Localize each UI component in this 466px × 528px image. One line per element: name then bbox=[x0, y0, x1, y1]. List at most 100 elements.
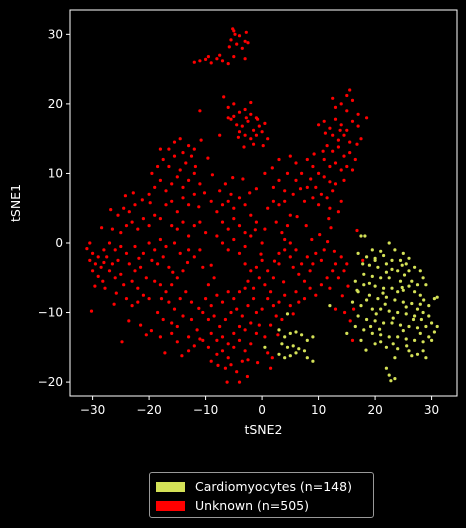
point-unknown bbox=[240, 359, 244, 363]
point-unknown bbox=[322, 175, 326, 179]
point-unknown bbox=[325, 276, 329, 280]
point-unknown bbox=[333, 182, 338, 186]
points-layer bbox=[85, 27, 439, 384]
point-cardiomyocytes bbox=[384, 295, 388, 299]
point-unknown bbox=[110, 262, 114, 266]
point-unknown bbox=[136, 227, 140, 231]
point-unknown bbox=[263, 121, 267, 125]
point-unknown bbox=[331, 149, 335, 153]
point-cardiomyocytes bbox=[345, 331, 349, 335]
legend-label-unknown: Unknown (n=505) bbox=[195, 498, 310, 513]
point-cardiomyocytes bbox=[283, 335, 287, 339]
x-tick-label: −20 bbox=[136, 403, 161, 417]
point-cardiomyocytes bbox=[398, 323, 403, 327]
point-unknown bbox=[120, 340, 124, 344]
point-cardiomyocytes bbox=[363, 234, 367, 238]
point-unknown bbox=[226, 248, 230, 252]
point-unknown bbox=[256, 361, 260, 365]
point-cardiomyocytes bbox=[300, 333, 304, 337]
point-unknown bbox=[130, 304, 134, 308]
point-unknown bbox=[130, 279, 134, 283]
point-unknown bbox=[277, 251, 281, 255]
point-cardiomyocytes bbox=[421, 340, 425, 344]
point-unknown bbox=[294, 248, 298, 252]
point-unknown bbox=[291, 192, 295, 196]
point-unknown bbox=[283, 199, 287, 203]
point-unknown bbox=[254, 310, 258, 315]
point-cardiomyocytes bbox=[421, 310, 425, 315]
point-unknown bbox=[171, 270, 175, 274]
point-unknown bbox=[298, 187, 303, 191]
point-cardiomyocytes bbox=[305, 338, 309, 342]
point-cardiomyocytes bbox=[379, 340, 383, 344]
point-unknown bbox=[249, 234, 253, 238]
point-unknown bbox=[170, 182, 174, 186]
point-unknown bbox=[345, 93, 349, 98]
point-unknown bbox=[319, 192, 323, 196]
point-unknown bbox=[127, 210, 131, 214]
point-unknown bbox=[295, 215, 299, 219]
point-cardiomyocytes bbox=[387, 241, 391, 245]
point-unknown bbox=[189, 154, 194, 158]
point-unknown bbox=[243, 349, 247, 353]
point-unknown bbox=[164, 203, 168, 207]
point-unknown bbox=[342, 178, 346, 182]
point-unknown bbox=[149, 329, 153, 333]
point-unknown bbox=[158, 335, 162, 339]
point-cardiomyocytes bbox=[400, 285, 404, 290]
y-tick-label: 30 bbox=[48, 27, 63, 41]
point-unknown bbox=[198, 182, 202, 186]
point-unknown bbox=[254, 187, 258, 191]
point-cardiomyocytes bbox=[285, 312, 290, 316]
point-unknown bbox=[302, 199, 307, 203]
point-unknown bbox=[257, 124, 261, 128]
point-unknown bbox=[204, 231, 208, 235]
point-cardiomyocytes bbox=[427, 335, 431, 339]
point-unknown bbox=[226, 356, 230, 360]
point-unknown bbox=[252, 128, 256, 132]
point-unknown bbox=[336, 276, 340, 280]
point-unknown bbox=[333, 117, 338, 121]
point-unknown bbox=[266, 269, 270, 273]
point-cardiomyocytes bbox=[280, 342, 284, 346]
point-unknown bbox=[232, 331, 236, 335]
point-unknown bbox=[201, 265, 205, 269]
point-unknown bbox=[256, 117, 260, 121]
point-unknown bbox=[215, 293, 219, 297]
point-unknown bbox=[322, 119, 326, 123]
point-cardiomyocytes bbox=[415, 307, 420, 311]
point-cardiomyocytes bbox=[435, 324, 439, 329]
point-cardiomyocytes bbox=[407, 349, 411, 353]
point-unknown bbox=[220, 335, 225, 339]
point-unknown bbox=[100, 226, 104, 230]
point-unknown bbox=[187, 144, 191, 148]
point-unknown bbox=[270, 166, 274, 170]
point-unknown bbox=[215, 57, 219, 61]
point-cardiomyocytes bbox=[398, 279, 403, 283]
point-unknown bbox=[218, 324, 222, 329]
point-unknown bbox=[204, 57, 208, 62]
point-unknown bbox=[339, 102, 343, 106]
point-unknown bbox=[119, 231, 123, 235]
point-unknown bbox=[339, 255, 343, 259]
point-cardiomyocytes bbox=[359, 234, 363, 238]
point-unknown bbox=[283, 237, 287, 242]
point-unknown bbox=[338, 128, 342, 132]
point-unknown bbox=[110, 227, 114, 231]
point-unknown bbox=[198, 220, 202, 224]
point-unknown bbox=[122, 206, 126, 210]
point-cardiomyocytes bbox=[418, 293, 422, 297]
point-unknown bbox=[232, 237, 236, 242]
point-unknown bbox=[139, 265, 143, 269]
point-cardiomyocytes bbox=[384, 345, 388, 349]
point-unknown bbox=[198, 59, 202, 63]
point-unknown bbox=[277, 300, 281, 304]
point-unknown bbox=[226, 116, 230, 120]
point-unknown bbox=[170, 331, 174, 335]
point-cardiomyocytes bbox=[401, 300, 405, 304]
point-unknown bbox=[119, 272, 123, 276]
point-cardiomyocytes bbox=[432, 330, 436, 334]
point-unknown bbox=[317, 123, 321, 127]
point-unknown bbox=[263, 171, 267, 175]
